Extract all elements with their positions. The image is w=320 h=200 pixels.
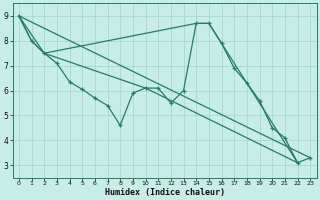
X-axis label: Humidex (Indice chaleur): Humidex (Indice chaleur) (105, 188, 225, 197)
